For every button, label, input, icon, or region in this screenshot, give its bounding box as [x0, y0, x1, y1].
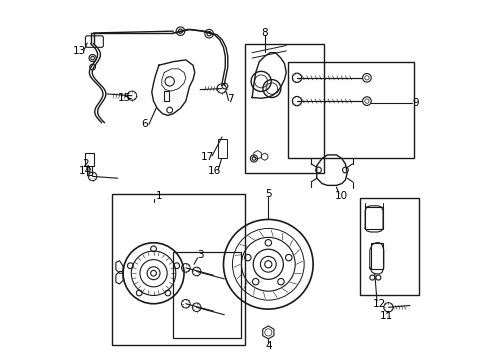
- Text: 12: 12: [373, 299, 386, 309]
- Text: 11: 11: [380, 311, 393, 321]
- Text: 17: 17: [201, 152, 214, 162]
- Bar: [112, 194, 245, 345]
- Text: 10: 10: [335, 191, 348, 201]
- Text: 15: 15: [118, 93, 131, 103]
- Bar: [370, 243, 383, 269]
- Text: 2: 2: [82, 159, 89, 169]
- Text: 16: 16: [208, 166, 221, 176]
- Bar: [218, 139, 227, 158]
- Bar: [245, 44, 324, 173]
- Text: 3: 3: [197, 250, 203, 260]
- Bar: [164, 91, 169, 101]
- Bar: [173, 252, 242, 338]
- Text: 5: 5: [265, 189, 271, 199]
- Text: 9: 9: [412, 98, 418, 108]
- Text: 4: 4: [265, 341, 271, 351]
- Text: 1: 1: [156, 191, 162, 201]
- Text: 13: 13: [73, 46, 86, 56]
- Bar: [360, 198, 419, 295]
- Bar: [85, 153, 94, 166]
- Text: 6: 6: [141, 120, 148, 129]
- Bar: [288, 62, 414, 158]
- Bar: [366, 207, 383, 229]
- Text: 7: 7: [227, 94, 234, 104]
- Text: 14: 14: [79, 166, 92, 176]
- Text: 8: 8: [261, 28, 268, 38]
